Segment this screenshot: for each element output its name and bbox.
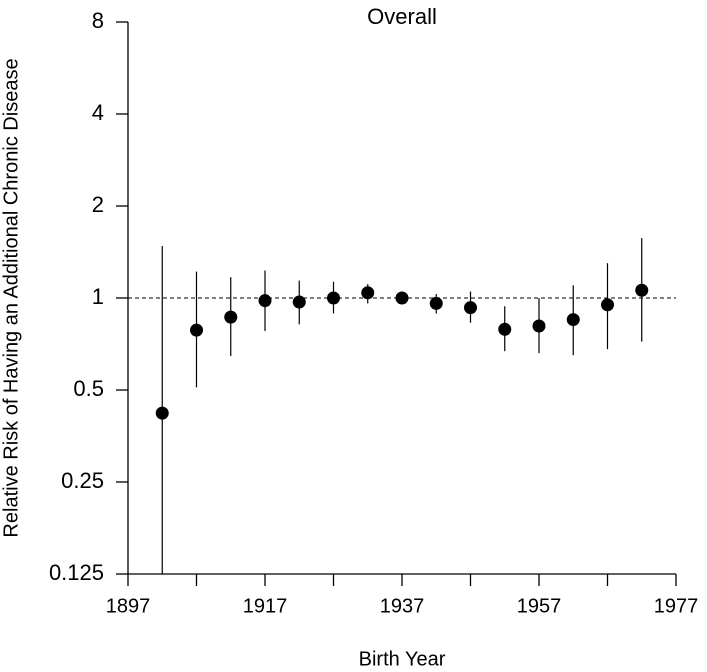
point	[635, 283, 649, 297]
y-tick-label: 2	[92, 192, 104, 217]
y-tick-label: 1	[92, 284, 104, 309]
y-axis-title: Relative Risk of Having an Additional Ch…	[0, 58, 22, 537]
point	[224, 310, 238, 324]
x-axis-title: Birth Year	[359, 648, 446, 670]
x-tick-label: 1937	[380, 595, 425, 617]
y-tick-label: 8	[92, 8, 104, 33]
x-tick-label: 1897	[106, 595, 151, 617]
plot-area	[155, 238, 649, 574]
point	[361, 286, 375, 300]
point	[395, 291, 409, 305]
y-tick-label: 4	[92, 100, 104, 125]
point	[566, 313, 580, 327]
point	[498, 322, 512, 336]
chart-title: Overall	[367, 4, 437, 29]
x-tick-label: 1917	[243, 595, 288, 617]
y-tick-label: 0.25	[61, 468, 104, 493]
point	[190, 323, 203, 337]
point	[258, 294, 272, 308]
point	[464, 301, 477, 315]
y-tick-label: 0.125	[49, 560, 104, 585]
point	[429, 296, 443, 310]
point	[327, 291, 340, 305]
y-tick-label: 0.5	[73, 376, 104, 401]
x-tick-label: 1977	[654, 595, 699, 617]
point	[155, 406, 169, 420]
x-tick-label: 1957	[517, 595, 562, 617]
point	[532, 319, 546, 333]
point	[292, 295, 306, 309]
point	[601, 298, 614, 312]
